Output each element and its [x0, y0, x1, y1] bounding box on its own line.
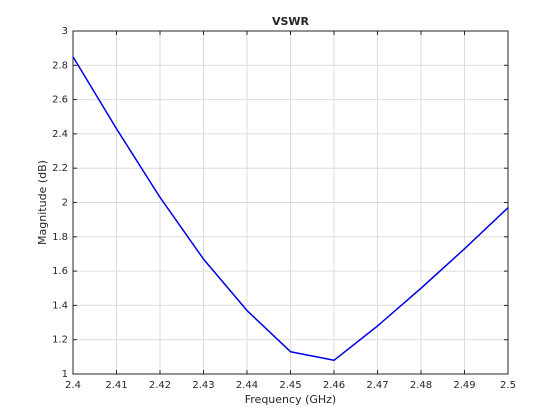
- x-tick-label: 2.49: [453, 380, 475, 391]
- data-line: [72, 56, 509, 362]
- y-tick-label: 1.6: [52, 266, 68, 277]
- chart-title: VSWR: [272, 15, 310, 28]
- y-axis-label: Magnitude (dB): [36, 160, 49, 245]
- x-tick-label: 2.41: [105, 380, 127, 391]
- y-tick-label: 2.4: [52, 129, 68, 140]
- y-tick-label: 2.6: [52, 95, 68, 106]
- x-tick-label: 2.5: [500, 380, 516, 391]
- x-tick-label: 2.48: [410, 380, 432, 391]
- x-tick-label: 2.47: [366, 380, 388, 391]
- y-tick-label: 1: [62, 369, 68, 380]
- y-tick-label: 3: [62, 26, 68, 37]
- x-axis-label: Frequency (GHz): [245, 393, 336, 406]
- x-tick-label: 2.46: [323, 380, 345, 391]
- x-tick-label: 2.4: [65, 380, 81, 391]
- y-tick-label: 2.2: [52, 163, 68, 174]
- x-tick-label: 2.44: [236, 380, 258, 391]
- y-tick-label: 2.8: [52, 60, 68, 71]
- y-tick-label: 1.2: [52, 335, 68, 346]
- x-tick-label: 2.42: [149, 380, 171, 391]
- y-tick-label: 1.8: [52, 232, 68, 243]
- y-tick-label: 2: [62, 198, 68, 209]
- x-tick-label: 2.43: [192, 380, 214, 391]
- axes-box: [72, 30, 509, 375]
- y-tick-label: 1.4: [52, 300, 68, 311]
- x-tick-label: 2.45: [279, 380, 301, 391]
